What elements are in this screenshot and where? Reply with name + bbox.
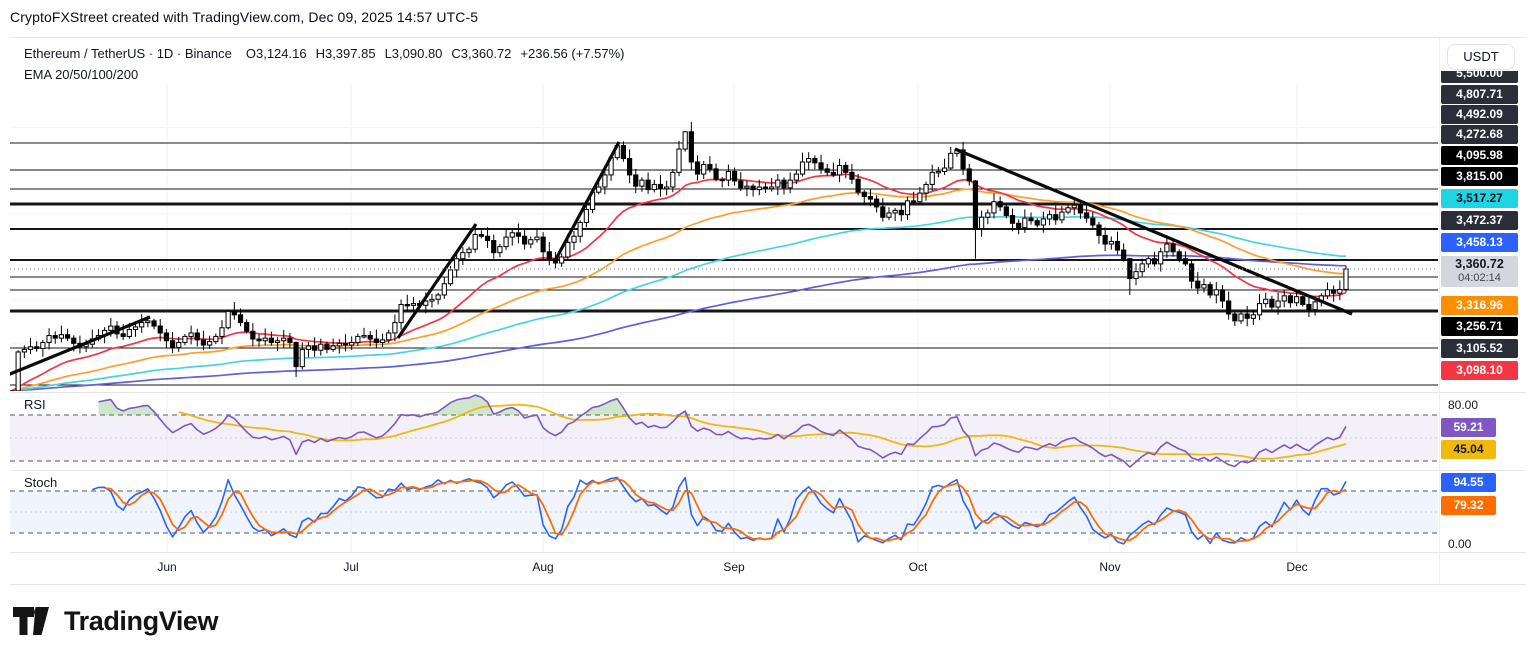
time-axis-month-label: Sep [723, 560, 745, 574]
ema-legend[interactable]: EMA 20/50/100/200 [24, 67, 147, 82]
price-label-clipped: 5,500.00 [1441, 71, 1518, 84]
time-axis-month-label: Aug [532, 560, 554, 574]
ema-legend-label: EMA 20/50/100/200 [24, 67, 139, 82]
price-level-label: 3,472.37 [1441, 211, 1518, 230]
stoch-value-label: 94.55 [1441, 473, 1496, 492]
bar-countdown: 04:02:14 [1458, 272, 1501, 284]
time-axis-month-label: Oct [908, 560, 928, 574]
time-axis-month-label: Nov [1099, 560, 1121, 574]
time-axis-month-label: Jul [343, 560, 359, 574]
price-level-label: 4,492.09 [1441, 105, 1518, 124]
price-level-label: 3,256.71 [1441, 317, 1518, 336]
ohlc-change: +236.56 (+7.57%) [520, 46, 625, 61]
stoch-axis-0: 0.00 [1448, 537, 1472, 551]
rsi-axis-80: 80.00 [1448, 398, 1479, 412]
ohlc-low: L3,090.80 [384, 46, 443, 61]
symbol-legend[interactable]: Ethereum / TetherUS · 1D · Binance O3,124… [24, 46, 634, 61]
stoch-pane-label[interactable]: Stoch [24, 475, 58, 490]
tradingview-logo-icon [13, 607, 49, 635]
price-level-label: 4,095.98 [1441, 146, 1518, 165]
currency-toggle-button[interactable]: USDT [1447, 44, 1515, 70]
ohlc-open: O3,124.16 [245, 46, 307, 61]
tradingview-logo[interactable]: TradingView [13, 606, 219, 637]
price-level-label: 4,272.68 [1441, 125, 1518, 144]
ohlc-close: C3,360.72 [451, 46, 512, 61]
price-level-label: 3,105.52 [1441, 339, 1518, 358]
symbol-title[interactable]: Ethereum / TetherUS · 1D · Binance [24, 46, 232, 61]
price-level-label: 3,517.27 [1441, 189, 1518, 208]
price-level-label: 4,807.71 [1441, 85, 1518, 104]
current-price-label: 3,360.72 04:02:14 [1441, 256, 1518, 287]
price-level-label: 3,458.13 [1441, 233, 1518, 252]
price-level-label: 3,098.10 [1441, 361, 1518, 380]
time-axis-month-label: Dec [1286, 560, 1308, 574]
rsi-pane-label[interactable]: RSI [24, 397, 46, 412]
tradingview-logo-text: TradingView [64, 606, 219, 636]
rsi-value-label: 45.04 [1441, 440, 1496, 459]
price-level-label: 3,316.96 [1441, 296, 1518, 315]
price-level-label: 3,815.00 [1441, 167, 1518, 186]
rsi-value-label: 59.21 [1441, 418, 1496, 437]
time-axis-month-label: Jun [157, 560, 177, 574]
ohlc-high: H3,397.85 [315, 46, 376, 61]
stoch-value-label: 79.32 [1441, 496, 1496, 515]
attribution-text: CryptoFXStreet created with TradingView.… [10, 9, 479, 25]
